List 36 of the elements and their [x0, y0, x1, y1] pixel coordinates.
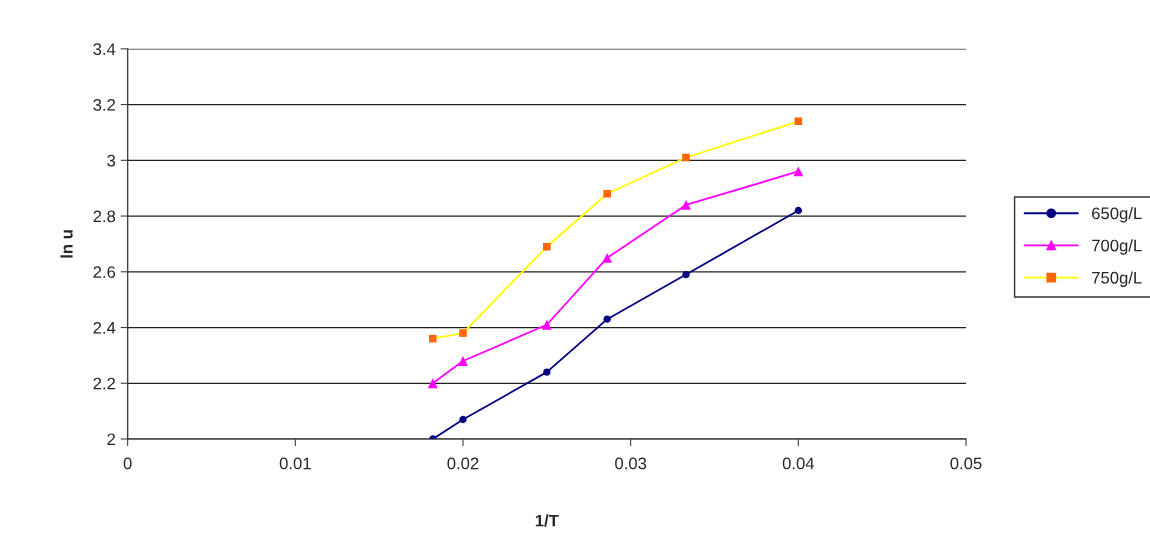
y-tick-label: 2.4 — [93, 321, 116, 334]
x-tick-label: 0.05 — [950, 457, 982, 470]
x-axis-title: 1/T — [535, 514, 559, 527]
point — [794, 206, 803, 215]
x-tick-label: 0.04 — [782, 457, 815, 470]
point — [681, 200, 691, 210]
point — [793, 166, 804, 177]
point — [458, 356, 468, 366]
point — [459, 329, 467, 337]
legend-label: 750g/L — [1092, 271, 1142, 287]
point — [427, 378, 438, 389]
point — [603, 189, 611, 198]
point — [682, 153, 690, 162]
y-axis-title: ln u — [60, 230, 73, 258]
y-tick-label: 3.4 — [93, 43, 116, 56]
point — [459, 415, 467, 424]
y-tick-label: 2.8 — [93, 210, 116, 223]
y-tick-label: 2 — [107, 433, 116, 446]
x-tick-label: 0.02 — [447, 457, 479, 470]
point — [543, 242, 551, 251]
point — [602, 252, 613, 263]
point — [429, 334, 437, 343]
point — [541, 319, 552, 330]
point — [794, 117, 803, 126]
y-tick-label: 3 — [107, 154, 116, 167]
y-tick-label: 3.2 — [93, 98, 116, 111]
y-tick-label: 2.6 — [93, 266, 116, 278]
legend-label: 700g/L — [1092, 239, 1142, 255]
point — [543, 368, 551, 376]
legend-label: 650g/L — [1092, 207, 1142, 223]
x-tick-label: 0.01 — [279, 457, 311, 470]
x-tick-label: 0 — [123, 457, 132, 470]
y-tick-label: 2.2 — [93, 377, 116, 390]
point — [682, 270, 690, 279]
x-tick-label: 0.03 — [615, 457, 647, 470]
point — [603, 315, 611, 323]
